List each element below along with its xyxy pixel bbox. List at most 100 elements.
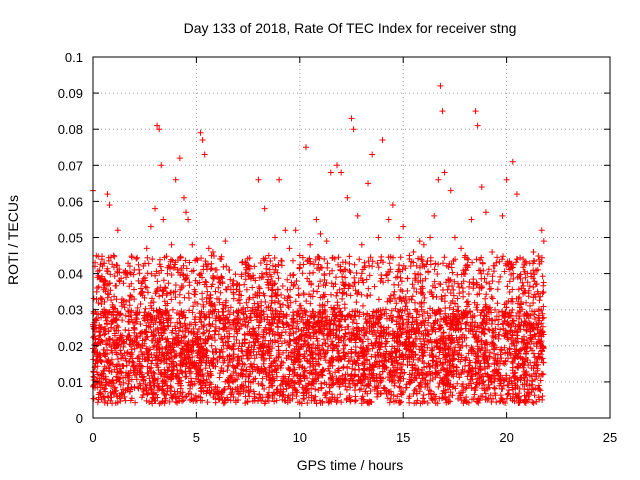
data-point	[245, 270, 252, 277]
data-point	[462, 252, 469, 259]
data-point	[534, 288, 541, 295]
data-point	[313, 216, 320, 223]
data-point	[379, 137, 386, 144]
data-point	[509, 158, 516, 165]
data-point	[160, 216, 167, 223]
y-tick-label: 0.06	[58, 194, 83, 209]
data-point	[172, 176, 179, 183]
data-point	[439, 108, 446, 115]
data-point	[468, 216, 475, 223]
dense-point-band	[90, 252, 547, 407]
chart-title: Day 133 of 2018, Rate Of TEC Index for r…	[184, 20, 517, 36]
data-point	[205, 245, 212, 252]
y-tick-label: 0.01	[58, 375, 83, 390]
data-point	[158, 162, 165, 169]
data-point	[427, 234, 434, 241]
data-point	[524, 270, 531, 277]
data-point	[143, 245, 150, 252]
data-point	[400, 223, 407, 230]
data-point	[234, 281, 241, 288]
data-point	[365, 180, 372, 187]
data-point	[135, 277, 142, 284]
x-tick-label: 15	[396, 430, 410, 445]
x-tick-label: 20	[499, 430, 513, 445]
data-point	[176, 155, 183, 162]
data-point	[201, 151, 208, 158]
x-tick-label: 5	[193, 430, 200, 445]
data-point	[114, 227, 121, 234]
data-point	[350, 126, 357, 133]
data-point	[102, 288, 109, 295]
data-point	[323, 238, 330, 245]
data-point	[139, 292, 146, 299]
data-point	[385, 216, 392, 223]
x-tick-label: 0	[89, 430, 96, 445]
data-point	[193, 256, 200, 263]
y-tick-label: 0.1	[65, 50, 83, 65]
y-tick-label: 0.03	[58, 303, 83, 318]
data-point	[189, 241, 196, 248]
data-point	[214, 274, 221, 281]
data-point	[441, 169, 448, 176]
data-point	[435, 176, 442, 183]
data-point	[156, 126, 163, 133]
data-point	[437, 82, 444, 89]
y-tick-label: 0.02	[58, 339, 83, 354]
data-point	[474, 122, 481, 129]
data-point	[183, 209, 190, 216]
data-point	[296, 252, 303, 259]
data-point	[478, 183, 485, 190]
data-point	[338, 169, 345, 176]
data-point	[276, 176, 283, 183]
data-point	[489, 248, 496, 255]
data-point	[152, 205, 159, 212]
data-point	[118, 303, 125, 310]
data-point	[271, 234, 278, 241]
y-tick-label: 0.05	[58, 231, 83, 246]
x-axis-title: GPS time / hours	[297, 457, 404, 473]
data-point	[218, 256, 225, 263]
data-point	[238, 306, 245, 313]
data-point	[317, 230, 324, 237]
data-point	[98, 295, 105, 302]
data-point	[389, 202, 396, 209]
y-tick-label: 0.09	[58, 86, 83, 101]
data-point	[303, 144, 310, 151]
y-tick-label: 0.07	[58, 158, 83, 173]
data-point	[255, 176, 262, 183]
data-point	[458, 245, 465, 252]
data-point	[354, 212, 361, 219]
data-point	[410, 248, 417, 255]
data-point	[265, 252, 272, 259]
data-point	[222, 238, 229, 245]
data-point	[147, 223, 154, 230]
data-point	[538, 227, 545, 234]
data-point	[396, 234, 403, 241]
x-tick-label: 25	[603, 430, 617, 445]
data-point	[123, 274, 130, 281]
axis-ticks	[92, 56, 611, 419]
data-point	[197, 129, 204, 136]
data-point	[180, 194, 187, 201]
x-tick-label: 10	[293, 430, 307, 445]
data-point	[344, 194, 351, 201]
data-point	[482, 209, 489, 216]
data-point	[230, 277, 237, 284]
data-point	[499, 212, 506, 219]
y-tick-label: 0	[76, 411, 83, 426]
data-point	[420, 241, 427, 248]
data-point	[520, 256, 527, 263]
y-tick-label: 0.04	[58, 267, 83, 282]
data-point	[131, 266, 138, 273]
data-point	[106, 202, 113, 209]
data-points	[90, 82, 547, 407]
data-point	[307, 241, 314, 248]
data-point	[226, 266, 233, 273]
data-point	[164, 270, 171, 277]
data-point	[451, 234, 458, 241]
data-point	[327, 169, 334, 176]
data-point	[104, 191, 111, 198]
data-point	[334, 162, 341, 169]
data-point	[127, 292, 134, 299]
